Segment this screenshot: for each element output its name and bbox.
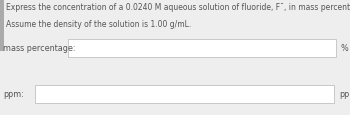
Text: Express the concentration of a 0.0240 M aqueous solution of fluoride, F¯, in mas: Express the concentration of a 0.0240 M … [6,3,350,12]
Text: Assume the density of the solution is 1.00 g/mL.: Assume the density of the solution is 1.… [6,20,191,29]
Text: %: % [340,43,348,52]
Text: ppm: ppm [339,89,350,98]
FancyBboxPatch shape [0,1,4,52]
Text: ppm:: ppm: [3,89,24,98]
FancyBboxPatch shape [35,86,334,104]
FancyBboxPatch shape [68,40,336,58]
Text: mass percentage:: mass percentage: [3,43,75,52]
